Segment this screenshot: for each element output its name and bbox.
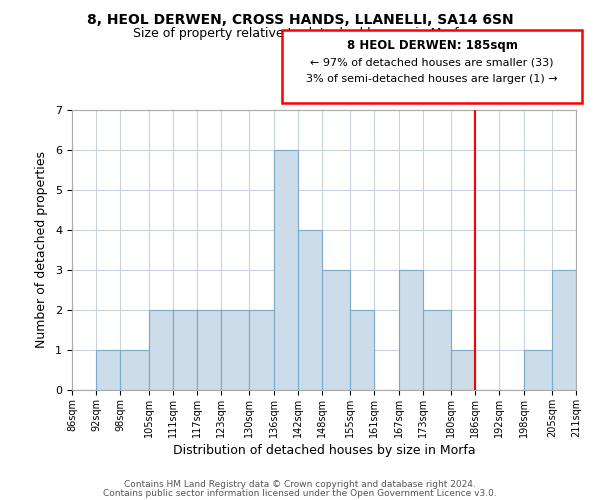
Text: Contains public sector information licensed under the Open Government Licence v3: Contains public sector information licen…: [103, 489, 497, 498]
Bar: [298, 230, 322, 390]
Text: 3% of semi-detached houses are larger (1) →: 3% of semi-detached houses are larger (1…: [306, 74, 558, 84]
Bar: [524, 350, 552, 390]
Bar: [552, 270, 576, 390]
Bar: [221, 310, 250, 390]
Text: ← 97% of detached houses are smaller (33): ← 97% of detached houses are smaller (33…: [310, 58, 554, 68]
Text: 8, HEOL DERWEN, CROSS HANDS, LLANELLI, SA14 6SN: 8, HEOL DERWEN, CROSS HANDS, LLANELLI, S…: [86, 12, 514, 26]
Bar: [423, 310, 451, 390]
Bar: [398, 270, 423, 390]
Bar: [96, 350, 121, 390]
X-axis label: Distribution of detached houses by size in Morfa: Distribution of detached houses by size …: [173, 444, 475, 457]
Bar: [322, 270, 350, 390]
Bar: [121, 350, 149, 390]
Bar: [173, 310, 197, 390]
Text: 8 HEOL DERWEN: 185sqm: 8 HEOL DERWEN: 185sqm: [347, 39, 517, 52]
Bar: [149, 310, 173, 390]
Bar: [350, 310, 374, 390]
Bar: [451, 350, 475, 390]
Text: Size of property relative to detached houses in Morfa: Size of property relative to detached ho…: [133, 28, 467, 40]
Bar: [250, 310, 274, 390]
Bar: [274, 150, 298, 390]
Bar: [197, 310, 221, 390]
Text: Contains HM Land Registry data © Crown copyright and database right 2024.: Contains HM Land Registry data © Crown c…: [124, 480, 476, 489]
Y-axis label: Number of detached properties: Number of detached properties: [35, 152, 48, 348]
